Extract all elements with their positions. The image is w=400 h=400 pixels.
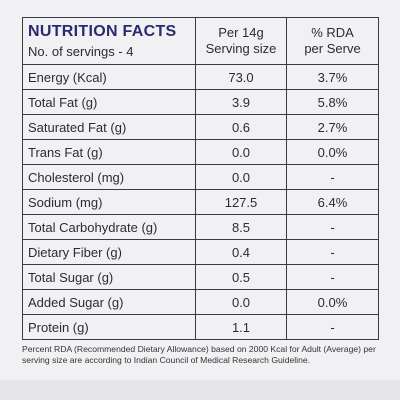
nutrient-row: Energy (Kcal) 73.0 3.7% (22, 64, 379, 90)
nutrient-row: Total Sugar (g) 0.5- (22, 264, 379, 290)
nutrient-name: Energy (Kcal) (22, 64, 196, 90)
nutrient-row: Cholesterol (mg) 0.0- (22, 164, 379, 190)
nutrition-table: NUTRITION FACTS No. of servings - 4 Per … (22, 17, 379, 340)
nutrient-name: Added Sugar (g) (22, 289, 196, 315)
nutrient-row: Saturated Fat (g) 0.6 2.7% (22, 114, 379, 140)
per-serving-value: 127.5 (195, 189, 287, 215)
per-serving-value: 3.9 (195, 89, 287, 115)
rda-value: - (286, 239, 379, 265)
per-serving-value: 0.5 (195, 264, 287, 290)
nutrient-row: Total Carbohydrate (g) 8.5- (22, 214, 379, 240)
nutrient-row: Added Sugar (g) 0.0 0.0% (22, 289, 379, 315)
servings: No. of servings - 4 (28, 44, 134, 59)
per-serving-value: 0.4 (195, 239, 287, 265)
nutrient-row: Protein (g) 1.1- (22, 314, 379, 340)
column-heading: % RDA (311, 25, 354, 40)
rda-value: 0.0% (286, 139, 379, 165)
nutrient-name: Saturated Fat (g) (22, 114, 196, 140)
nutrient-name: Cholesterol (mg) (22, 164, 196, 190)
rda-value: - (286, 164, 379, 190)
per-serving-value: 0.6 (195, 114, 287, 140)
per-serving-value: 1.1 (195, 314, 287, 340)
nutrient-name: Total Carbohydrate (g) (22, 214, 196, 240)
nutrient-row: Dietary Fiber (g) 0.4- (22, 239, 379, 265)
header-cell: NUTRITION FACTS No. of servings - 4 (22, 17, 196, 65)
nutrient-name: Protein (g) (22, 314, 196, 340)
per-serving-value: 73.0 (195, 64, 287, 90)
rda-value: 2.7% (286, 114, 379, 140)
rda-value: - (286, 314, 379, 340)
per-serving-value: 0.0 (195, 139, 287, 165)
per-serving-value: 0.0 (195, 164, 287, 190)
nutrient-row: Total Fat (g) 3.9 5.8% (22, 89, 379, 115)
nutrient-row: Trans Fat (g) 0.0 0.0% (22, 139, 379, 165)
per-serving-value: 8.5 (195, 214, 287, 240)
header-row: NUTRITION FACTS No. of servings - 4 Per … (22, 17, 379, 65)
rda-value: 0.0% (286, 289, 379, 315)
column-heading: Serving size (205, 41, 277, 56)
nutrient-name: Dietary Fiber (g) (22, 239, 196, 265)
nutrient-name: Sodium (mg) (22, 189, 196, 215)
per-serving-value: 0.0 (195, 289, 287, 315)
header-cell: % RDA per Serve (286, 17, 379, 65)
rda-value: 3.7% (286, 64, 379, 90)
table-body: NUTRITION FACTS No. of servings - 4 Per … (22, 17, 379, 340)
title: NUTRITION FACTS (28, 23, 177, 40)
nutrient-name: Total Sugar (g) (22, 264, 196, 290)
column-heading: per Serve (304, 41, 361, 56)
header-cell: Per 14g Serving size (195, 17, 287, 65)
rda-value: 6.4% (286, 189, 379, 215)
rda-value: - (286, 264, 379, 290)
footnote: Percent RDA (Recommended Dietary Allowan… (22, 344, 376, 365)
column-heading: Per 14g (218, 25, 264, 40)
nutrition-label: NUTRITION FACTS No. of servings - 4 Per … (22, 17, 379, 366)
nutrient-row: Sodium (mg) 127.5 6.4% (22, 189, 379, 215)
nutrient-name: Trans Fat (g) (22, 139, 196, 165)
rda-value: 5.8% (286, 89, 379, 115)
nutrient-name: Total Fat (g) (22, 89, 196, 115)
rda-value: - (286, 214, 379, 240)
package-edge (0, 380, 400, 400)
